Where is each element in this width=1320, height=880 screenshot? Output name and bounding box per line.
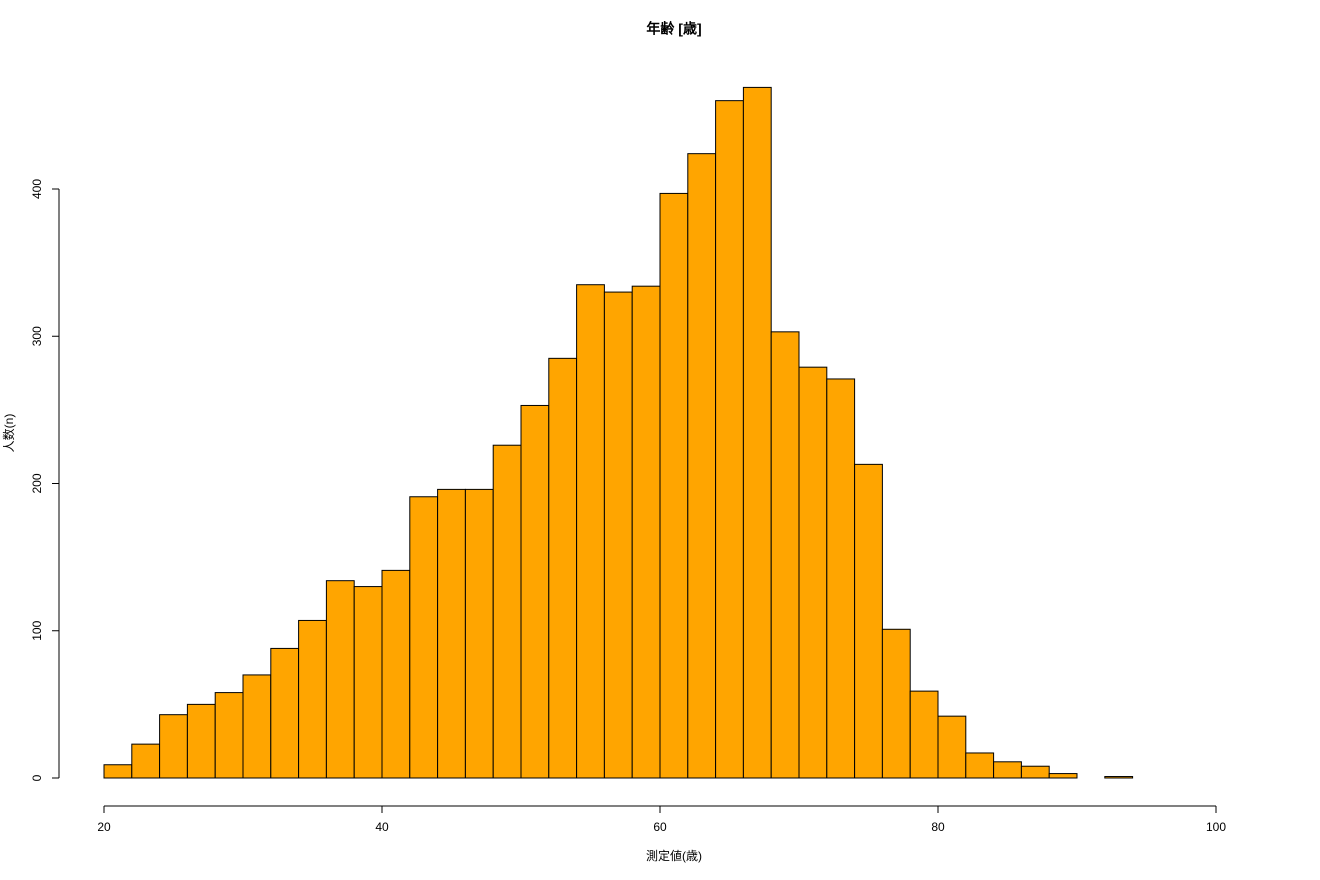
bar (103, 764, 133, 779)
bar (603, 291, 633, 779)
bar (353, 586, 383, 779)
bar (131, 743, 161, 779)
bar (937, 715, 967, 779)
bar (270, 647, 300, 779)
bar (798, 366, 828, 779)
y-tick-label: 100 (30, 620, 44, 640)
x-tick-label: 100 (1206, 820, 1226, 834)
chart-title: 年齢 [歳] (646, 21, 701, 37)
bar (631, 285, 661, 779)
bar (909, 690, 939, 779)
bar (687, 153, 717, 779)
bar (492, 444, 522, 779)
bar (576, 284, 605, 779)
bar (214, 692, 244, 779)
bar (770, 331, 800, 779)
bar (826, 378, 856, 779)
bar (520, 404, 550, 779)
bar (298, 619, 327, 779)
bar (965, 752, 995, 779)
y-axis-label: 人数(n) (1, 414, 16, 453)
y-tick-label: 200 (30, 473, 44, 493)
bar (409, 496, 439, 779)
bar (548, 357, 578, 779)
y-tick-label: 400 (30, 179, 44, 199)
x-tick-label: 80 (931, 820, 945, 834)
bar (464, 488, 494, 779)
bar (437, 488, 466, 779)
bar (1020, 765, 1050, 779)
bar (1104, 776, 1134, 779)
bar (159, 714, 188, 779)
bar (242, 674, 272, 779)
bar (993, 761, 1022, 779)
bar (854, 463, 883, 779)
x-tick-label: 20 (97, 820, 111, 834)
x-tick-label: 60 (653, 820, 667, 834)
bar (715, 100, 744, 779)
y-tick-label: 300 (30, 326, 44, 346)
x-axis-label: 測定値(歳) (646, 848, 702, 863)
x-tick-label: 40 (375, 820, 389, 834)
bar (659, 192, 689, 779)
bar (881, 628, 911, 779)
bar (742, 86, 772, 779)
bar (381, 569, 411, 779)
bar (186, 703, 216, 779)
bar (325, 580, 355, 779)
y-tick-label: 0 (30, 774, 44, 781)
bar (1048, 773, 1078, 779)
